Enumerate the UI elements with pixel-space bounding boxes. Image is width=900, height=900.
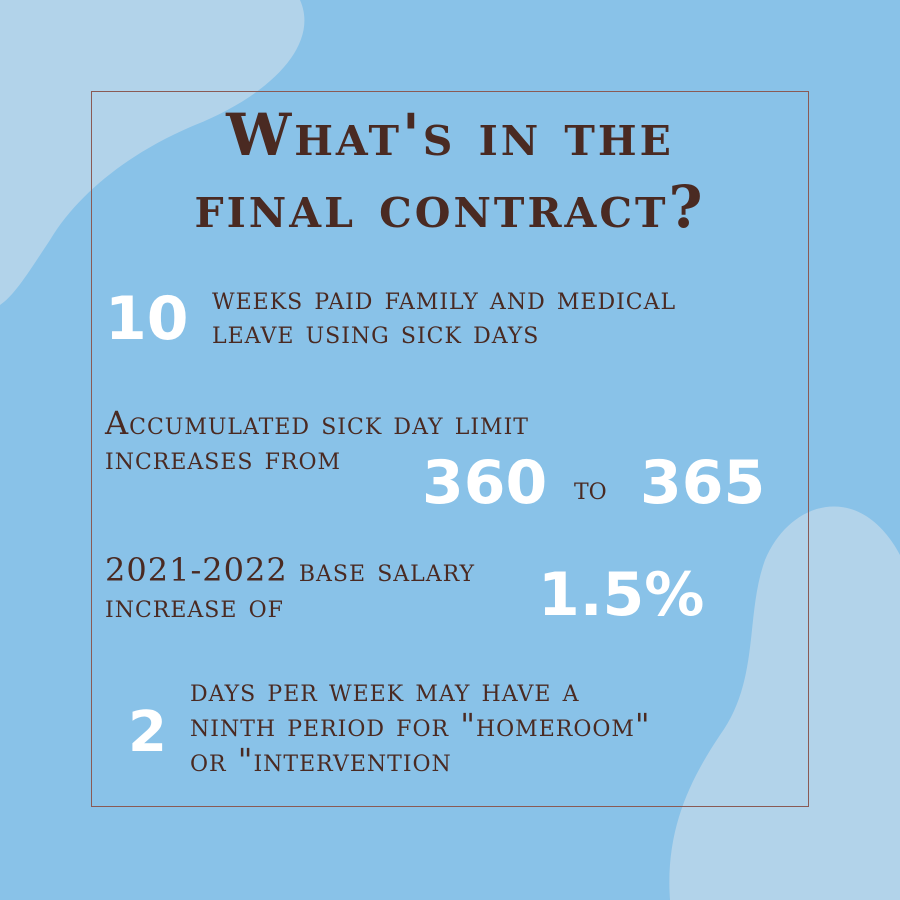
item-3-line-2: increase of bbox=[105, 587, 284, 625]
title-line-2: final contract? bbox=[194, 173, 706, 241]
item-1-line-2: leave using sick days bbox=[212, 313, 540, 351]
content-frame bbox=[91, 91, 809, 807]
item-4-number: 2 bbox=[128, 700, 167, 765]
bottom-right-blob bbox=[669, 506, 900, 900]
item-4-line-2: ninth period for "homeroom" bbox=[190, 706, 651, 744]
item-4-line-3: or "intervention bbox=[190, 741, 452, 779]
title-line-1: What's in the bbox=[226, 101, 674, 169]
item-2-connector: to bbox=[574, 469, 607, 507]
item-4-line-1: days per week may have a bbox=[190, 671, 580, 709]
item-2-line-2: increases from bbox=[105, 439, 342, 477]
item-1-number: 10 bbox=[105, 284, 189, 354]
item-2-to-value: 365 bbox=[640, 448, 766, 518]
item-3-line-1: 2021-2022 base salary bbox=[105, 551, 476, 589]
item-3-value: 1.5% bbox=[538, 560, 705, 630]
item-2-from-value: 360 bbox=[422, 448, 548, 518]
top-left-blob bbox=[0, 0, 305, 305]
item-2-line-1: Accumulated sick day limit bbox=[105, 404, 529, 442]
item-1-line-1: weeks paid family and medical bbox=[212, 279, 677, 317]
